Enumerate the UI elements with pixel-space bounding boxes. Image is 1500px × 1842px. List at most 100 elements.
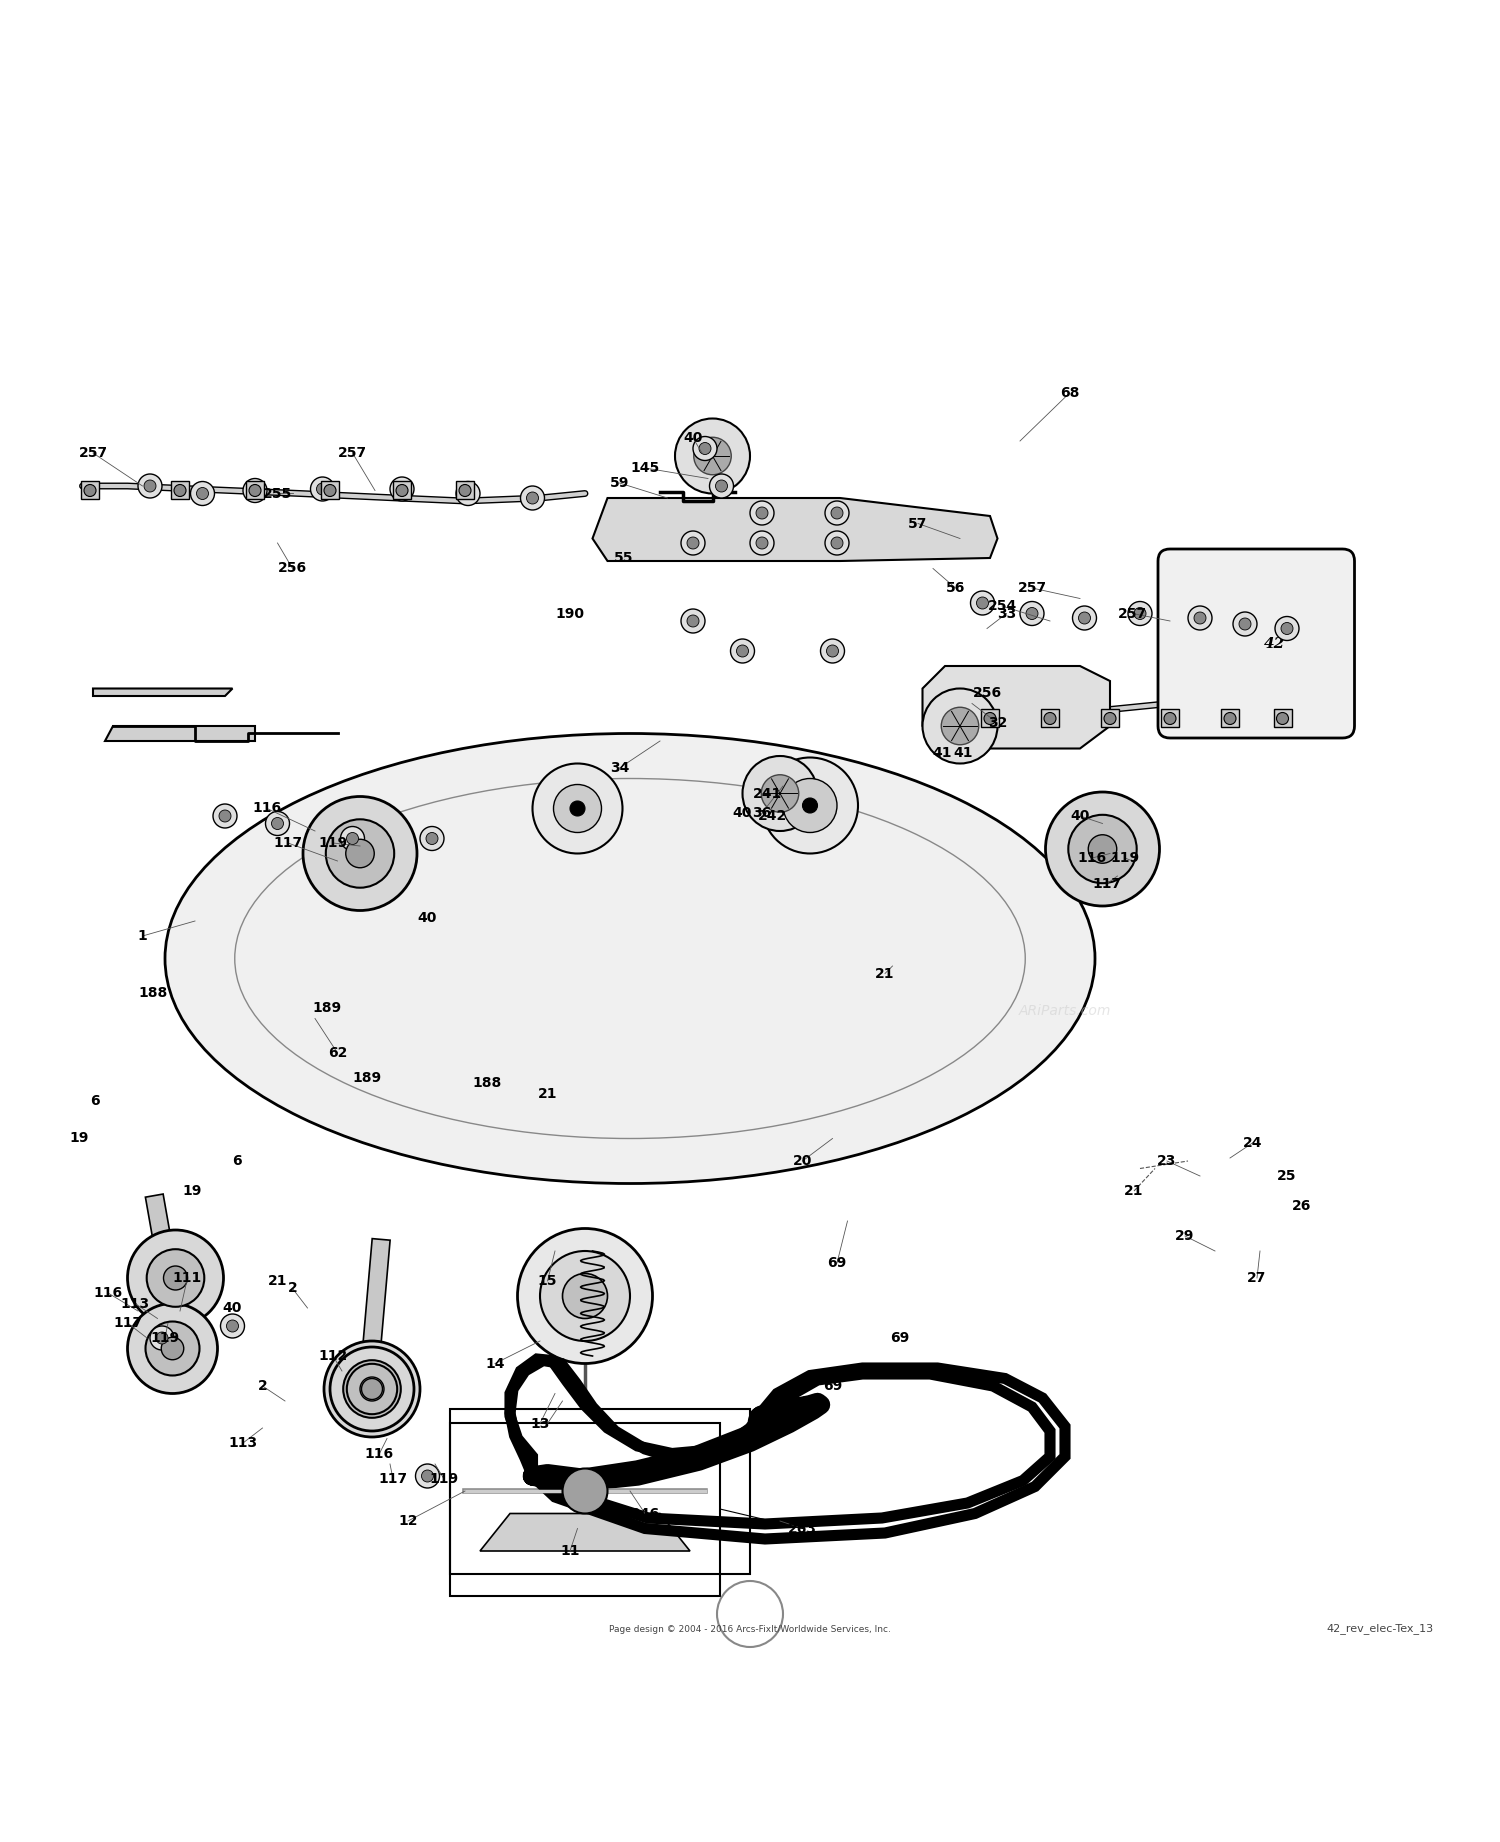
Circle shape [970,591,994,615]
Circle shape [750,501,774,525]
Text: 257: 257 [338,446,368,460]
Circle shape [831,538,843,549]
Text: 116: 116 [252,801,282,816]
Text: 40: 40 [734,807,752,820]
Circle shape [362,1378,382,1400]
Circle shape [1072,606,1096,630]
Circle shape [976,597,988,610]
Circle shape [1233,612,1257,635]
Circle shape [1134,608,1146,619]
Text: 15: 15 [537,1275,558,1288]
Circle shape [716,481,728,492]
Circle shape [162,1337,183,1359]
Polygon shape [146,1194,182,1300]
Text: 263: 263 [788,1521,818,1536]
Text: 13: 13 [531,1416,549,1431]
Text: 254: 254 [987,599,1017,613]
Circle shape [562,1273,608,1319]
Circle shape [1078,612,1090,624]
Circle shape [1164,713,1176,724]
Circle shape [1026,608,1038,619]
Circle shape [396,483,408,495]
Text: 145: 145 [630,460,660,475]
Circle shape [330,1347,414,1431]
Circle shape [326,820,394,888]
Text: 119: 119 [150,1332,180,1345]
Text: 20: 20 [794,1153,812,1168]
Text: 24: 24 [1242,1137,1263,1149]
Circle shape [346,1363,398,1415]
Circle shape [249,484,261,497]
Ellipse shape [165,733,1095,1184]
Text: 119: 119 [1110,851,1140,866]
Circle shape [687,615,699,626]
Text: 11: 11 [561,1544,579,1558]
Text: 246: 246 [630,1507,660,1520]
Text: 257: 257 [78,446,108,460]
Circle shape [164,1265,188,1289]
Text: 40: 40 [1071,809,1089,823]
Circle shape [681,610,705,634]
Text: 241: 241 [753,787,783,801]
Circle shape [1020,602,1044,626]
Circle shape [825,501,849,525]
Circle shape [462,488,474,499]
Circle shape [396,484,408,497]
Text: 116: 116 [1077,851,1107,866]
Circle shape [693,437,717,460]
Text: 32: 32 [988,717,1006,729]
Circle shape [540,1251,630,1341]
Circle shape [456,481,480,505]
Circle shape [324,1341,420,1437]
Circle shape [762,757,858,853]
Circle shape [346,833,358,844]
Circle shape [675,418,750,494]
Circle shape [518,1229,652,1363]
Circle shape [825,530,849,554]
FancyBboxPatch shape [1158,549,1354,739]
Text: 55: 55 [615,551,633,565]
Bar [1268,663,1298,693]
Bar [171,481,189,499]
Text: 1: 1 [138,928,147,943]
Text: 188: 188 [472,1076,502,1090]
Circle shape [699,442,711,455]
Text: 189: 189 [312,1000,342,1015]
Text: 40: 40 [419,912,436,925]
Circle shape [128,1304,218,1394]
Bar [456,481,474,499]
Bar [450,1409,750,1573]
Circle shape [190,481,214,505]
Bar [1274,709,1292,728]
Text: 21: 21 [1125,1184,1143,1197]
Circle shape [147,1249,204,1306]
Circle shape [526,492,538,505]
Circle shape [1275,617,1299,641]
Circle shape [243,479,267,503]
Polygon shape [93,689,232,696]
Circle shape [802,798,818,812]
Polygon shape [105,726,255,740]
Circle shape [570,801,585,816]
Circle shape [783,779,837,833]
Polygon shape [1185,667,1245,696]
Text: 2: 2 [258,1380,267,1393]
Text: 62: 62 [328,1046,346,1059]
Circle shape [459,484,471,497]
Text: 21: 21 [876,967,894,980]
Text: 113: 113 [120,1297,150,1310]
Text: 59: 59 [610,475,628,490]
Polygon shape [363,1238,390,1345]
Circle shape [219,810,231,822]
Text: 255: 255 [262,486,292,501]
Circle shape [84,484,96,497]
Circle shape [922,689,998,763]
Polygon shape [922,667,1110,748]
Bar [81,481,99,499]
Text: 25: 25 [1276,1170,1296,1183]
Circle shape [821,639,844,663]
Circle shape [360,1378,384,1402]
Bar [246,481,264,499]
Circle shape [693,437,732,475]
Text: 23: 23 [1158,1153,1176,1168]
